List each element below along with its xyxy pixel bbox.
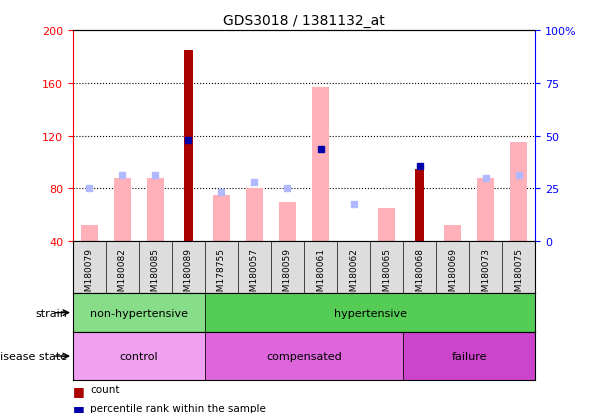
Text: GSM180062: GSM180062 xyxy=(349,248,358,303)
Text: GSM180059: GSM180059 xyxy=(283,248,292,303)
Bar xyxy=(313,88,329,242)
Text: GSM180069: GSM180069 xyxy=(448,248,457,303)
Bar xyxy=(279,202,295,242)
Text: GSM180085: GSM180085 xyxy=(151,248,160,303)
Text: failure: failure xyxy=(451,351,487,361)
Bar xyxy=(73,293,205,332)
Text: GSM180079: GSM180079 xyxy=(85,248,94,303)
Bar xyxy=(81,226,98,242)
Text: GSM180061: GSM180061 xyxy=(316,248,325,303)
Text: non-hypertensive: non-hypertensive xyxy=(90,308,188,318)
Text: GDS3018 / 1381132_at: GDS3018 / 1381132_at xyxy=(223,14,385,28)
Bar xyxy=(510,143,527,242)
Bar xyxy=(246,189,263,242)
Bar xyxy=(114,178,131,242)
Text: count: count xyxy=(90,384,120,394)
Text: disease state: disease state xyxy=(0,351,67,361)
Text: ■: ■ xyxy=(73,384,85,397)
Text: percentile rank within the sample: percentile rank within the sample xyxy=(90,404,266,413)
Text: GSM180073: GSM180073 xyxy=(481,248,490,303)
Bar xyxy=(378,209,395,242)
Text: GSM180057: GSM180057 xyxy=(250,248,259,303)
Text: GSM180089: GSM180089 xyxy=(184,248,193,303)
Bar xyxy=(415,169,424,242)
Bar xyxy=(345,242,362,248)
Text: GSM180075: GSM180075 xyxy=(514,248,523,303)
Bar xyxy=(213,195,230,242)
Bar xyxy=(205,332,403,380)
Bar xyxy=(477,178,494,242)
Text: compensated: compensated xyxy=(266,351,342,361)
Text: strain: strain xyxy=(35,308,67,318)
Text: GSM180068: GSM180068 xyxy=(415,248,424,303)
Text: hypertensive: hypertensive xyxy=(334,308,407,318)
Text: ■: ■ xyxy=(73,404,85,413)
Text: GSM178755: GSM178755 xyxy=(217,248,226,303)
Bar xyxy=(403,332,535,380)
Text: GSM180082: GSM180082 xyxy=(118,248,127,303)
Bar xyxy=(444,226,461,242)
Text: control: control xyxy=(120,351,158,361)
Bar xyxy=(205,293,535,332)
Text: GSM180065: GSM180065 xyxy=(382,248,391,303)
Bar xyxy=(147,178,164,242)
Bar xyxy=(73,332,205,380)
Bar xyxy=(184,51,193,242)
